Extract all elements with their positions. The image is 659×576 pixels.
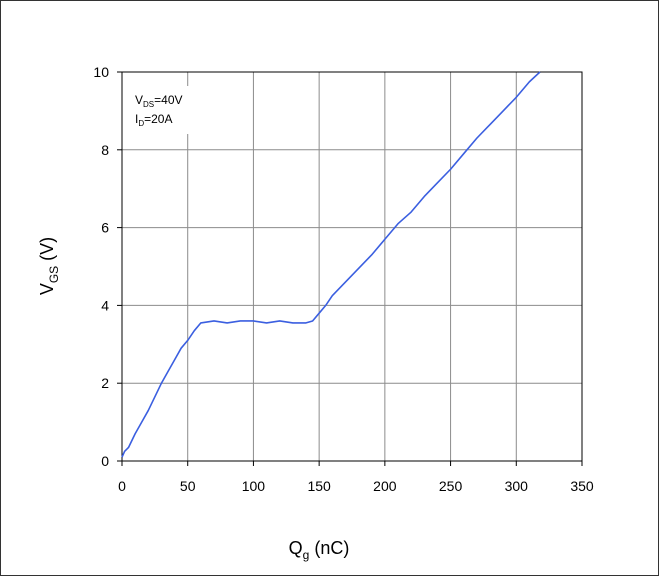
- series-line: [121, 71, 541, 458]
- x-tick-label: 200: [373, 478, 397, 494]
- y-tick-label: 8: [101, 142, 109, 158]
- annotation-id: ID=20A: [135, 112, 172, 128]
- x-tick-label: 150: [307, 478, 331, 494]
- x-tick-label: 250: [439, 478, 463, 494]
- x-tick-label: 350: [570, 478, 594, 494]
- x-tick-label: 50: [180, 478, 196, 494]
- y-tick-label: 4: [101, 297, 109, 313]
- annotation-id-sub: D: [138, 119, 144, 128]
- y-axis-label-sub: GS: [47, 266, 61, 283]
- annotation-vds-value: =40V: [154, 93, 182, 107]
- annotation-background: [127, 86, 189, 134]
- x-axis-label-unit: (nC): [309, 538, 349, 558]
- x-axis-label: Qg (nC): [289, 538, 350, 562]
- grid: [121, 71, 583, 462]
- y-axis-label: VGS (V): [37, 237, 61, 295]
- annotation-vds: VDS=40V: [135, 93, 183, 109]
- x-tick-label: 300: [505, 478, 529, 494]
- annotation-box: VDS=40V ID=20A: [127, 86, 189, 134]
- y-tick-label: 10: [93, 64, 109, 80]
- y-axis-label-unit: (V): [37, 237, 57, 266]
- y-tick-label: 6: [101, 220, 109, 236]
- x-ticks: 0 50 100 150 200 250 300 350: [118, 461, 594, 494]
- y-tick-label: 0: [101, 453, 109, 469]
- annotation-vds-main: V: [135, 93, 143, 107]
- x-tick-label: 100: [242, 478, 266, 494]
- x-axis-label-main: Q: [289, 538, 303, 558]
- annotation-id-main: I: [135, 112, 138, 126]
- y-ticks: 0 2 4 6 8 10: [93, 64, 122, 469]
- annotation-vds-sub: DS: [143, 100, 154, 109]
- y-axis-label-main: V: [37, 283, 57, 295]
- annotation-id-value: =20A: [144, 112, 172, 126]
- plot-area: [121, 71, 583, 462]
- x-axis-label-sub: g: [303, 548, 310, 562]
- x-tick-label: 0: [118, 478, 126, 494]
- y-tick-label: 2: [101, 375, 109, 391]
